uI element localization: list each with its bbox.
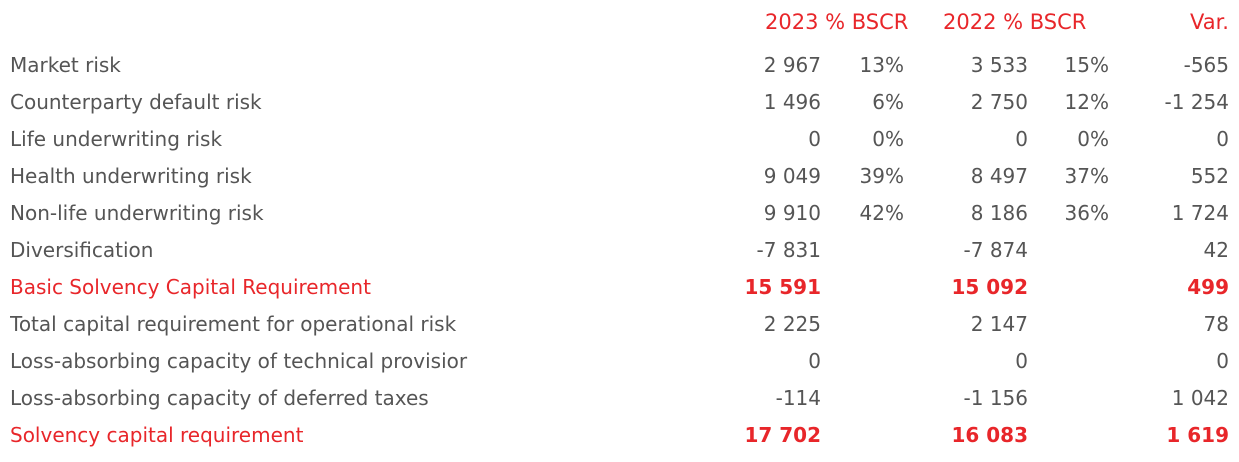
header-2023-bscr: 2023 % BSCR [765,10,909,34]
table-row: Life underwriting risk 0 0% 0 0% 0 [0,122,1239,159]
variance: 0 [1216,349,1229,373]
value-2023: -114 [775,386,821,410]
value-2023: 2 967 [763,53,821,77]
variance: 78 [1203,312,1229,336]
row-label: Diversification [10,238,154,262]
percent-2022: 12% [1064,90,1109,114]
table-row-total: Solvency capital requirement 17 702 16 0… [0,418,1239,455]
table-row-total: Basic Solvency Capital Requirement 15 59… [0,270,1239,307]
variance: 499 [1187,275,1229,299]
value-2022: 8 186 [970,201,1028,225]
table-row: Diversification -7 831 -7 874 42 [0,233,1239,270]
value-2022: 2 750 [970,90,1028,114]
table-row: Total capital requirement for operationa… [0,307,1239,344]
variance: 552 [1190,164,1229,188]
value-2023: 17 702 [744,423,821,447]
value-2023: 9 910 [763,201,821,225]
value-2022: -7 874 [963,238,1028,262]
variance: 42 [1203,238,1229,262]
percent-2022: 0% [1077,127,1109,151]
row-label: Market risk [10,53,121,77]
row-label: Solvency capital requirement [10,423,304,447]
value-2022: 8 497 [970,164,1028,188]
percent-2022: 36% [1064,201,1109,225]
variance: 1 619 [1166,423,1229,447]
value-2022: 16 083 [951,423,1028,447]
value-2022: 2 147 [970,312,1028,336]
variance: 0 [1216,127,1229,151]
row-label: Basic Solvency Capital Requirement [10,275,371,299]
row-label: Counterparty default risk [10,90,262,114]
value-2023: 15 591 [744,275,821,299]
header-variance: Var. [1190,10,1229,34]
table-row: Loss-absorbing capacity of technical pro… [0,344,1239,381]
variance: -565 [1183,53,1229,77]
header-2022-bscr: 2022 % BSCR [943,10,1087,34]
value-2022: -1 156 [963,386,1028,410]
variance: 1 724 [1171,201,1229,225]
row-label: Loss-absorbing capacity of deferred taxe… [10,386,429,410]
row-label: Health underwriting risk [10,164,252,188]
value-2023: -7 831 [756,238,821,262]
table-row: Loss-absorbing capacity of deferred taxe… [0,381,1239,418]
value-2023: 2 225 [763,312,821,336]
value-2023: 1 496 [763,90,821,114]
value-2023: 0 [808,349,821,373]
percent-2023: 6% [872,90,904,114]
table-row: Health underwriting risk 9 049 39% 8 497… [0,159,1239,196]
table-row: Counterparty default risk 1 496 6% 2 750… [0,85,1239,122]
table-row: Market risk 2 967 13% 3 533 15% -565 [0,48,1239,85]
variance: -1 254 [1164,90,1229,114]
row-label: Loss-absorbing capacity of technical pro… [10,349,468,373]
row-label: Total capital requirement for operationa… [10,312,457,336]
percent-2023: 13% [859,53,904,77]
percent-2022: 15% [1064,53,1109,77]
percent-2023: 42% [859,201,904,225]
value-2023: 9 049 [763,164,821,188]
percent-2023: 39% [859,164,904,188]
value-2023: 0 [808,127,821,151]
variance: 1 042 [1171,386,1229,410]
row-label: Life underwriting risk [10,127,223,151]
value-2022: 0 [1015,127,1028,151]
percent-2022: 37% [1064,164,1109,188]
percent-2023: 0% [872,127,904,151]
value-2022: 15 092 [951,275,1028,299]
value-2022: 3 533 [970,53,1028,77]
table-row: Non-life underwriting risk 9 910 42% 8 1… [0,196,1239,233]
value-2022: 0 [1015,349,1028,373]
row-label: Non-life underwriting risk [10,201,264,225]
